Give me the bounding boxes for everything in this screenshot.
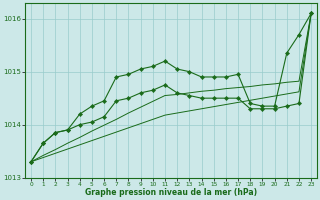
X-axis label: Graphe pression niveau de la mer (hPa): Graphe pression niveau de la mer (hPa) — [85, 188, 257, 197]
